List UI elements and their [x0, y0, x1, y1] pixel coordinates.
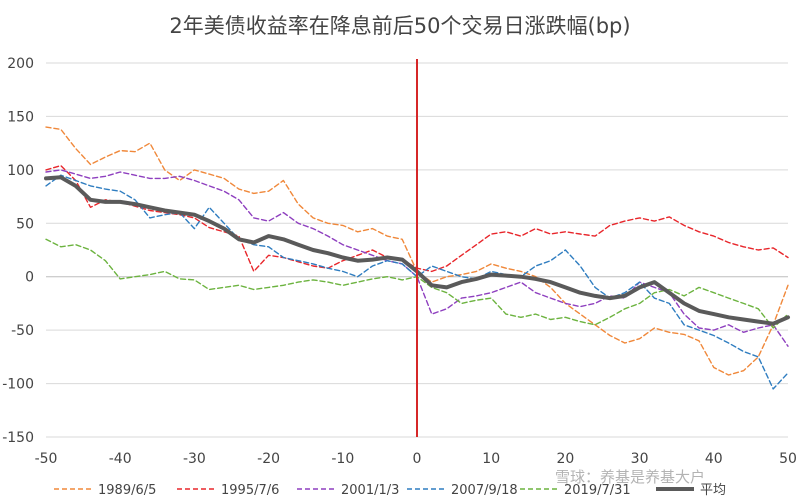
legend-label: 2001/1/3: [341, 483, 399, 498]
y-axis: -150 -100 -50 0 50 100 150 200: [2, 56, 34, 446]
watermark: 雪球：养基是养基大户: [555, 468, 705, 486]
y-tick-label: -150: [2, 430, 34, 446]
y-tick-label: -50: [11, 323, 34, 339]
y-tick-label: 0: [25, 270, 34, 286]
x-tick-label: -20: [257, 451, 280, 467]
y-tick-label: 200: [7, 56, 34, 72]
x-tick-label: 20: [556, 451, 574, 467]
chart-title: 2年美债收益率在降息前后50个交易日涨跌幅(bp): [169, 14, 630, 38]
x-tick-label: 50: [779, 451, 797, 467]
legend-label: 1995/7/6: [221, 483, 279, 498]
y-tick-label: 150: [7, 109, 34, 125]
x-tick-label: -50: [35, 451, 58, 467]
x-tick-label: -10: [331, 451, 354, 467]
x-tick-label: 10: [482, 451, 500, 467]
legend-label: 平均: [700, 483, 726, 498]
legend-label: 2007/9/18: [451, 483, 518, 498]
x-axis: -50 -40 -30 -20 -10 0 10 20 30 40 50: [35, 451, 797, 467]
x-tick-label: -40: [109, 451, 132, 467]
legend: 1989/6/5 1995/7/6 2001/1/3 2007/9/18 2019/7/…: [54, 483, 726, 498]
legend-label: 2019/7/31: [564, 483, 631, 498]
y-tick-label: 50: [16, 216, 34, 232]
x-tick-label: 30: [631, 451, 649, 467]
x-tick-label: 0: [413, 451, 422, 467]
y-tick-label: -100: [2, 377, 34, 393]
legend-label: 1989/6/5: [98, 483, 156, 498]
y-tick-label: 100: [7, 163, 34, 179]
x-tick-label: 40: [705, 451, 723, 467]
x-tick-label: -30: [183, 451, 206, 467]
